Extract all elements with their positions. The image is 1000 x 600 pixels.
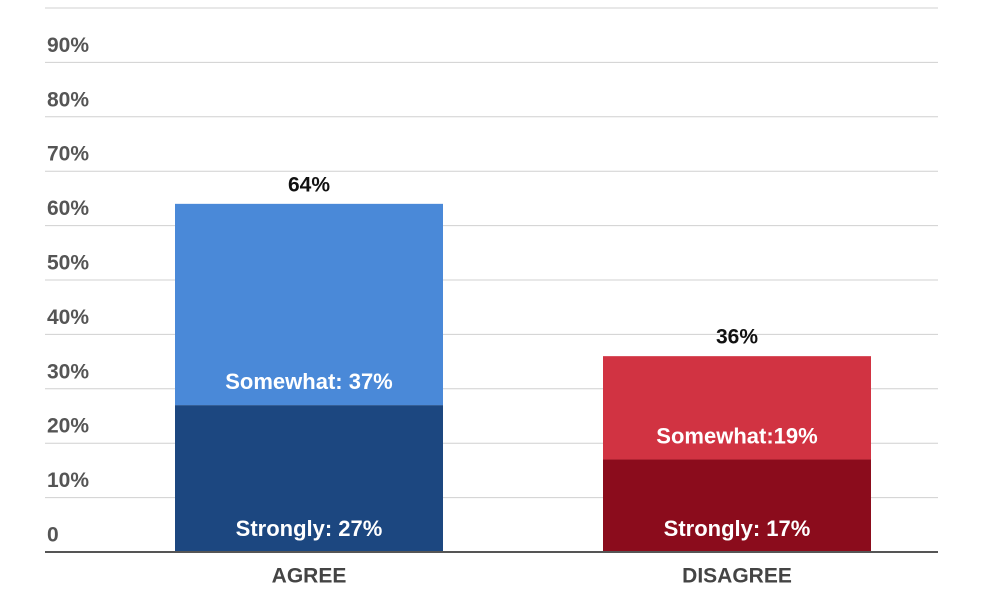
y-tick-label: 50% bbox=[47, 252, 89, 275]
bar-segment bbox=[175, 405, 443, 552]
x-tick-label: AGREE bbox=[272, 565, 347, 588]
y-tick-label: 10% bbox=[47, 469, 89, 492]
segment-label: Somewhat:19% bbox=[656, 423, 817, 448]
bar-segment bbox=[175, 203, 443, 406]
segment-label: Somewhat: 37% bbox=[225, 369, 393, 394]
y-tick-label: 100% bbox=[47, 0, 101, 3]
y-tick-label: 70% bbox=[47, 143, 89, 166]
segment-label: Strongly: 17% bbox=[664, 516, 811, 541]
bar-segment bbox=[603, 459, 871, 552]
bar-segment bbox=[603, 356, 871, 460]
y-tick-label: 20% bbox=[47, 415, 89, 438]
segment-label: Strongly: 27% bbox=[236, 516, 383, 541]
y-tick-label: 40% bbox=[47, 306, 89, 329]
total-label: 36% bbox=[716, 326, 758, 349]
total-label: 64% bbox=[288, 173, 330, 196]
y-tick-label: 80% bbox=[47, 88, 89, 111]
y-tick-label: 30% bbox=[47, 360, 89, 383]
x-tick-label: DISAGREE bbox=[682, 565, 792, 588]
y-tick-label: 60% bbox=[47, 197, 89, 220]
y-tick-label: 90% bbox=[47, 34, 89, 57]
y-tick-label: 0 bbox=[47, 524, 59, 547]
